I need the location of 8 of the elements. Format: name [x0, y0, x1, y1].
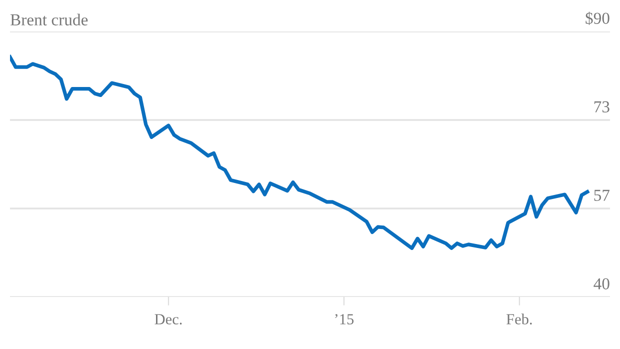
x-tick-label: Feb. [506, 314, 532, 324]
y-tick-label: 40 [594, 278, 610, 290]
y-tick-label: 57 [594, 190, 610, 201]
y-tick-label: $90 [586, 12, 610, 26]
y-tick-label: 73 [594, 101, 610, 112]
x-tick-label: ’15 [335, 314, 354, 324]
x-tick-label: Dec. [154, 314, 182, 324]
chart-title: Brent crude [10, 14, 88, 26]
